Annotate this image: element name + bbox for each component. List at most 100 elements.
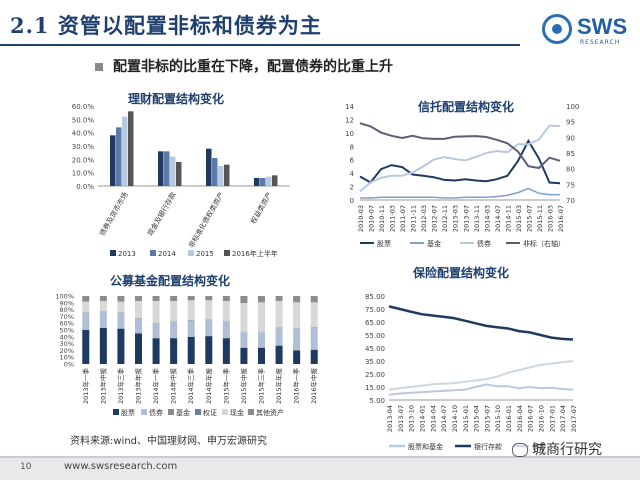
bar-2016年上半年-非标准化债权类资产 — [224, 164, 230, 186]
bar-2014-债券及货币市场 — [116, 127, 122, 186]
seg-其他资产-2014年一季 — [152, 296, 160, 301]
seg-现金-2014年中报 — [170, 300, 178, 322]
y-tick-label: 65.00 — [365, 319, 385, 327]
y-left-tick: 12 — [345, 116, 354, 124]
seg-其他资产-2014年中报 — [170, 296, 178, 301]
bar-2014-现金及银行存款 — [164, 151, 170, 186]
legend-swatch — [188, 250, 194, 256]
x-tick-label: 2013年中报 — [98, 368, 107, 405]
seg-债券-2016年一季 — [293, 328, 301, 351]
x-tick-label: 2013年三季 — [116, 368, 125, 405]
legend-2015: 2015 — [196, 250, 214, 258]
seg-股票-2013年中报 — [99, 327, 107, 364]
x-tick-label: 2017-07 — [570, 405, 578, 432]
seg-债券-2015年年报 — [275, 327, 283, 346]
bar-2013-权益类资产 — [254, 178, 260, 186]
x-tick-label: 2013-04 — [386, 405, 394, 432]
x-tick-label: 2013-03 — [452, 205, 460, 232]
x-tick-label: 2015-11 — [536, 205, 544, 232]
x-tick-label: 2016-07 — [527, 405, 535, 432]
x-tick-label: 2014-04 — [429, 405, 437, 432]
bar-2015-非标准化债权类资产 — [218, 166, 224, 186]
seg-现金-2015年三季 — [258, 302, 265, 333]
seg-股票-2013年三季 — [117, 328, 125, 364]
seg-股票-2015年年报 — [275, 345, 283, 364]
legend-债券: 债券 — [532, 442, 546, 451]
seg-现金-2013年三季 — [117, 301, 125, 313]
legend-swatch — [222, 409, 228, 415]
bar-2014-权益类资产 — [260, 178, 266, 186]
line-非标（右轴） — [359, 122, 561, 170]
seg-债券-2015年中报 — [240, 332, 248, 348]
y-right-tick: 90 — [566, 134, 575, 142]
seg-债券-2014年三季 — [187, 320, 195, 337]
footer-url[interactable]: www.swsresearch.com — [64, 461, 178, 472]
seg-其他资产-2013年一季 — [82, 296, 90, 302]
seg-其他资产-2013年中报 — [99, 296, 107, 301]
x-tick-label: 非标准化债权类资产 — [186, 191, 225, 250]
seg-其他资产-2013年三季 — [117, 296, 125, 302]
bar-2013-债券及货币市场 — [110, 135, 116, 186]
seg-债券-2013年中报 — [99, 311, 107, 328]
legend-非标（右轴）: 非标（右轴） — [523, 239, 565, 248]
x-tick-label: 2014-07 — [494, 205, 502, 232]
y-right-tick: 70 — [566, 197, 575, 205]
seg-股票-2016年一季 — [293, 350, 301, 364]
x-tick-label: 2017-04 — [559, 405, 567, 432]
y-left-tick: 0 — [350, 197, 354, 205]
seg-其他资产-2015年一季 — [222, 296, 230, 301]
x-tick-label: 2014年一季 — [151, 368, 160, 405]
seg-现金-2013年一季 — [82, 301, 90, 313]
line-基金 — [360, 187, 560, 199]
x-tick-label: 2015-07 — [483, 405, 491, 432]
legend-swatch — [110, 250, 116, 256]
legend-swatch — [113, 409, 119, 415]
y-tick-label: 30.0% — [72, 143, 95, 151]
y-tick-label: 10.0% — [72, 170, 95, 178]
y-tick-label: 85.00 — [365, 293, 385, 301]
logo-sub: RESEARCH — [580, 39, 621, 46]
seg-债券-2014年一季 — [152, 323, 160, 339]
chart-title-baoxian: 保险配置结构变化 — [413, 266, 510, 280]
legend-swatch — [248, 409, 254, 415]
seg-其他资产-2016年一季 — [293, 296, 301, 303]
x-tick-label: 2014-07 — [440, 405, 448, 432]
page-number: 10 — [20, 462, 32, 472]
y-tick-label: 40% — [60, 333, 74, 341]
legend-swatch — [141, 409, 147, 415]
x-tick-label: 2010-11 — [378, 205, 386, 232]
y-tick-label: 70% — [60, 313, 74, 321]
y-tick-label: 50% — [60, 327, 74, 335]
bar-2013-现金及银行存款 — [158, 151, 164, 186]
seg-现金-2015年一季 — [222, 300, 230, 322]
x-tick-label: 2015-04 — [473, 405, 481, 432]
x-tick-label: 2016-04 — [516, 405, 524, 432]
seg-其他资产-2015年中报 — [240, 296, 248, 304]
x-tick-label: 2012-03 — [420, 205, 428, 232]
legend-swatch — [168, 409, 174, 415]
seg-债券-2016年中报 — [310, 327, 318, 350]
legend-swatch — [150, 250, 156, 256]
x-tick-label: 2015年三季 — [257, 368, 266, 405]
seg-其他资产-2014年年报 — [205, 296, 213, 301]
y-right-tick: 85 — [566, 150, 575, 158]
legend-股票: 股票 — [377, 240, 391, 248]
bar-2014-非标准化债权类资产 — [212, 158, 218, 186]
bar-2015-权益类资产 — [266, 176, 272, 186]
seg-现金-2014年一季 — [152, 300, 160, 323]
legend-债券: 债券 — [477, 239, 491, 248]
y-left-tick: 4 — [350, 170, 355, 178]
legend-基金: 基金 — [176, 408, 190, 417]
sws-logo: SWS RESEARCH — [542, 12, 634, 52]
seg-股票-2013年一季 — [82, 330, 90, 364]
x-tick-label: 2014-01 — [418, 405, 426, 432]
y-tick-label: 5.00 — [369, 397, 385, 405]
y-tick-label: 90% — [60, 299, 74, 307]
x-tick-label: 2011-07 — [399, 205, 407, 232]
seg-债券-2015年一季 — [222, 321, 230, 339]
legend-2013: 2013 — [118, 250, 136, 258]
x-tick-label: 2016-01 — [505, 405, 513, 432]
watermark: 城商行研究 — [512, 439, 602, 459]
seg-现金-2013年年报 — [135, 300, 142, 318]
licai-chart: 0.0% 10.0% 20.0% 30.0% 40.0% 50.0% 60.0% 债券及货币市… — [72, 103, 290, 258]
